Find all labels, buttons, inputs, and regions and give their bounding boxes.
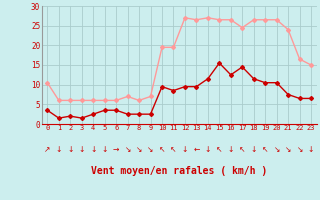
Text: ↖: ↖	[170, 145, 177, 154]
Text: ↓: ↓	[56, 145, 62, 154]
Text: ↘: ↘	[296, 145, 303, 154]
Text: ↖: ↖	[159, 145, 165, 154]
Text: ←: ←	[193, 145, 200, 154]
Text: ↓: ↓	[251, 145, 257, 154]
Text: ↗: ↗	[44, 145, 51, 154]
Text: ↓: ↓	[228, 145, 234, 154]
Text: ↓: ↓	[90, 145, 96, 154]
Text: ↓: ↓	[308, 145, 314, 154]
Text: ↓: ↓	[78, 145, 85, 154]
Text: →: →	[113, 145, 119, 154]
Text: ↓: ↓	[101, 145, 108, 154]
Text: Vent moyen/en rafales ( km/h ): Vent moyen/en rafales ( km/h )	[91, 166, 267, 176]
Text: ↖: ↖	[216, 145, 222, 154]
Text: ↓: ↓	[67, 145, 74, 154]
Text: ↓: ↓	[205, 145, 211, 154]
Text: ↘: ↘	[147, 145, 154, 154]
Text: ↘: ↘	[285, 145, 291, 154]
Text: ↘: ↘	[274, 145, 280, 154]
Text: ↖: ↖	[262, 145, 268, 154]
Text: ↘: ↘	[124, 145, 131, 154]
Text: ↘: ↘	[136, 145, 142, 154]
Text: ↖: ↖	[239, 145, 245, 154]
Text: ↓: ↓	[182, 145, 188, 154]
